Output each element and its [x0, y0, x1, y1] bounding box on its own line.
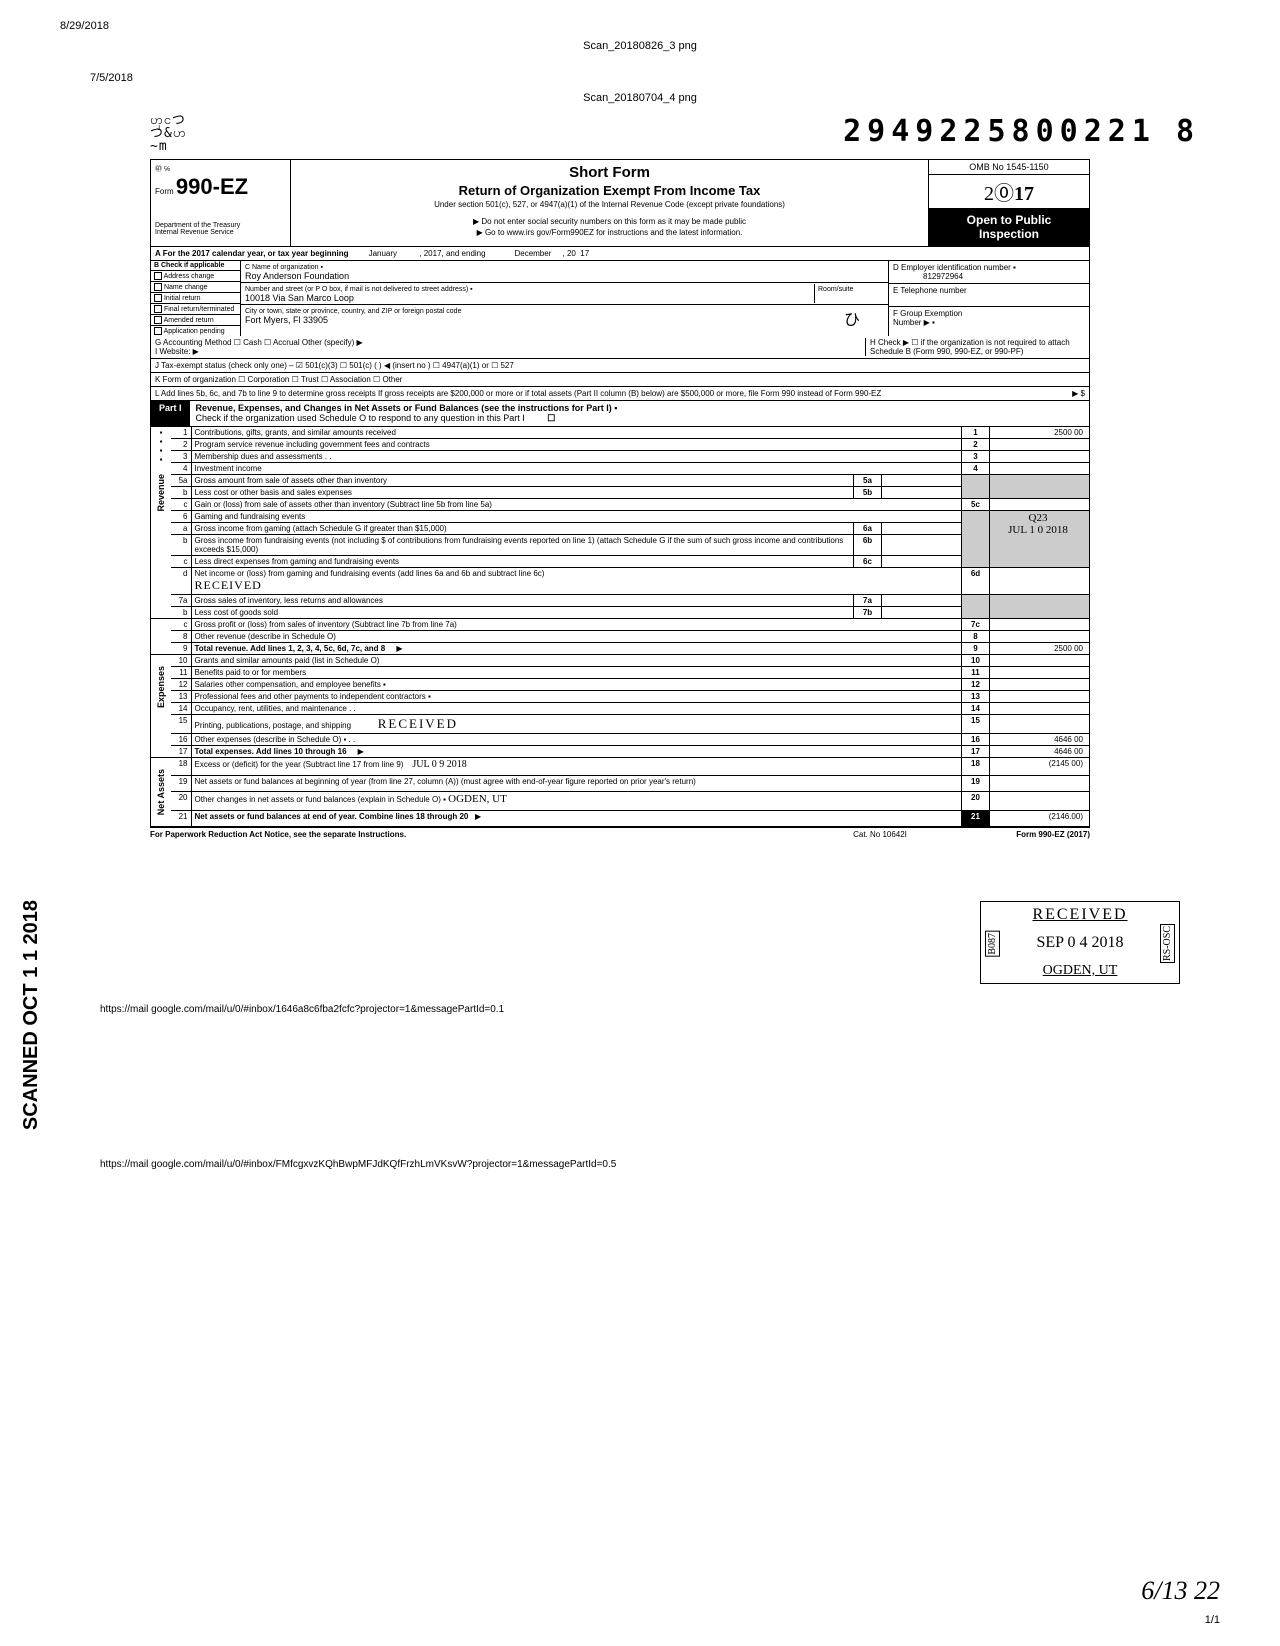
page-number: 1/1: [1205, 1614, 1220, 1626]
line-j: J Tax-exempt status (check only one) – ☑…: [150, 359, 1090, 373]
inner-date: 7/5/2018: [90, 72, 1220, 84]
outer-date: 8/29/2018: [60, 20, 1220, 32]
scanned-stamp: SCANNED OCT 1 1 2018: [20, 600, 43, 1132]
outer-url: https://mail google.com/mail/u/0/#inbox/…: [100, 1159, 1220, 1170]
mono-stamp: ၯငつつ&ဟ~m: [150, 114, 187, 153]
inner-url: https://mail google.com/mail/u/0/#inbox/…: [100, 1004, 1220, 1015]
line-a: A For the 2017 calendar year, or tax yea…: [150, 247, 1090, 261]
form-number-cell: ㊞ ℅ Form 990-EZ Department of the Treasu…: [151, 160, 291, 246]
section-c-name-address: C Name of organization ▪Roy Anderson Fou…: [241, 261, 889, 336]
line-l: L Add lines 5b, 6c, and 7b to line 9 to …: [150, 387, 1090, 401]
section-d-e-f: D Employer identification number ▪812972…: [889, 261, 1089, 336]
form-year-cell: OMB No 1545-1150 2⓪201717 Open to Public…: [929, 160, 1089, 246]
section-b-checks: B Check if applicable Address change Nam…: [151, 261, 241, 336]
outer-scan-name: Scan_20180826_3 png: [60, 40, 1220, 52]
document-locator-number: 29492258002218: [843, 114, 1200, 149]
line-k: K Form of organization ☐ Corporation ☐ T…: [150, 373, 1090, 387]
form-lines-table: ▪▪▪▪Revenue 1Contributions, gifts, grant…: [150, 427, 1090, 827]
inner-scan-name: Scan_20180704_4 png: [60, 92, 1220, 104]
handwritten-note: 6/13 22: [1141, 1576, 1220, 1606]
part-i-header: Part I Revenue, Expenses, and Changes in…: [150, 401, 1090, 427]
received-stamp-box: RECEIVED B087 SEP 0 4 2018 RS-OSC OGDEN,…: [980, 901, 1180, 984]
line-g-i: G Accounting Method ☐ Cash ☐ Accrual Oth…: [150, 336, 1090, 359]
form-title-cell: Short Form Return of Organization Exempt…: [291, 160, 929, 246]
form-footer: For Paperwork Reduction Act Notice, see …: [150, 827, 1090, 841]
